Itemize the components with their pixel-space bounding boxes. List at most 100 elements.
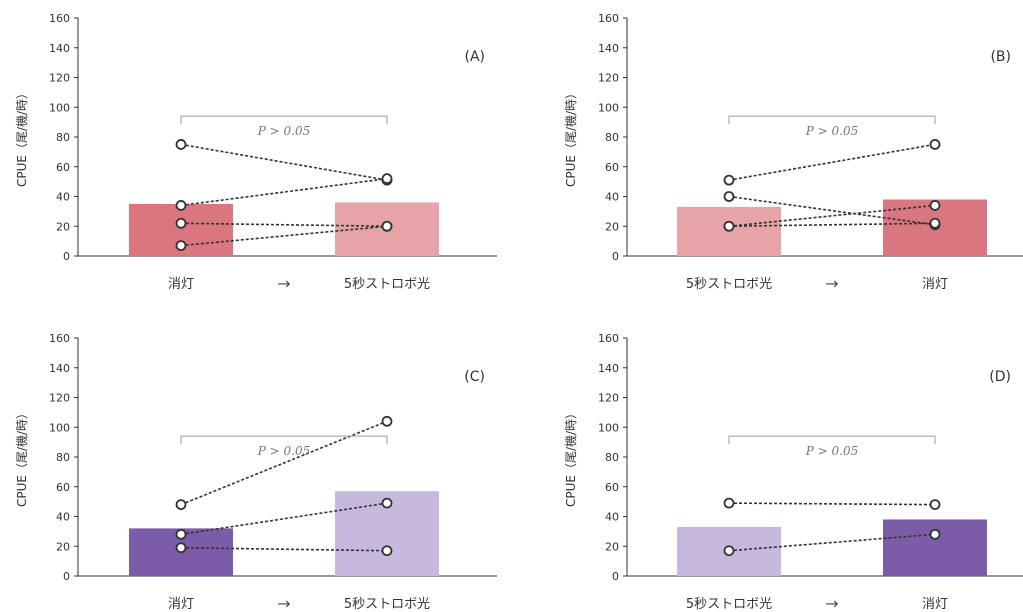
category-label: 5秒ストロボ光	[344, 277, 430, 292]
y-tick-label: 40	[56, 191, 70, 204]
significance-bracket	[728, 115, 936, 125]
paired-line	[180, 420, 388, 506]
data-point	[381, 220, 393, 232]
chart-panel-b: 0 20 40 60 80 100 120 140 160 CPUE（尾/機/時） 5秒ストロボ光 消…	[563, 12, 1023, 293]
y-axis-label: CPUE（尾/機/時）	[14, 87, 29, 187]
data-point	[381, 545, 393, 557]
y-tick-label: 0	[612, 570, 619, 583]
data-point	[381, 415, 393, 427]
paired-line	[728, 502, 936, 506]
y-tick-label: 20	[605, 540, 619, 553]
y-tick-label: 120	[598, 392, 619, 405]
paired-line	[180, 546, 388, 552]
y-tick-label: 140	[49, 362, 70, 375]
y-tick-label: 100	[598, 421, 619, 434]
significance-bracket	[728, 435, 936, 445]
p-value-label: P > 0.05	[257, 124, 310, 138]
paired-line	[180, 143, 388, 181]
paired-line	[728, 143, 936, 181]
category-label: 消灯	[922, 277, 948, 292]
paired-line	[728, 533, 936, 552]
panel-label: (A)	[464, 49, 485, 65]
data-point	[723, 545, 735, 557]
y-tick-label: 140	[598, 42, 619, 55]
y-tick-label: 160	[49, 12, 70, 25]
y-tick-label: 20	[605, 220, 619, 233]
y-tick-label: 120	[598, 72, 619, 85]
significance-bracket	[180, 435, 388, 445]
y-tick-label: 100	[49, 101, 70, 114]
y-axis-label: CPUE（尾/機/時）	[563, 87, 578, 187]
data-point	[175, 528, 187, 540]
panel-label: (C)	[464, 369, 485, 385]
y-tick-label: 0	[612, 250, 619, 263]
y-tick-label: 40	[605, 191, 619, 204]
data-point	[929, 200, 941, 211]
data-point	[175, 200, 187, 211]
data-point	[929, 528, 941, 540]
data-point	[723, 220, 735, 232]
panel-label: (B)	[990, 49, 1011, 65]
y-tick-label: 160	[49, 332, 70, 345]
data-point	[175, 240, 187, 251]
category-label: 5秒ストロボ光	[686, 277, 772, 292]
y-tick-label: 100	[598, 101, 619, 114]
arrow-icon: →	[277, 594, 290, 612]
category-label: 消灯	[922, 597, 948, 612]
data-point	[381, 173, 393, 185]
y-axis-label: CPUE（尾/機/時）	[563, 407, 578, 507]
p-value-label: P > 0.05	[257, 444, 310, 458]
data-point	[175, 217, 187, 229]
chart-panel-c: 0 20 40 60 80 100 120 140 160 CPUE（尾/機/時） 消灯 5秒ストロボ…	[14, 332, 497, 612]
y-tick-label: 20	[56, 220, 70, 233]
y-tick-label: 80	[56, 451, 70, 464]
data-point	[175, 499, 187, 511]
data-point	[929, 499, 941, 511]
category-label: 5秒ストロボ光	[686, 597, 772, 612]
data-point	[929, 217, 941, 229]
data-point	[723, 174, 735, 186]
data-point	[175, 139, 187, 150]
y-tick-label: 140	[598, 362, 619, 375]
category-label: 5秒ストロボ光	[344, 597, 430, 612]
paired-line	[180, 225, 388, 247]
bar-2	[883, 519, 987, 576]
category-label: 消灯	[168, 597, 194, 612]
paired-line	[728, 222, 936, 228]
category-label: 消灯	[168, 277, 194, 292]
significance-bracket	[180, 115, 388, 125]
y-tick-label: 0	[63, 250, 70, 263]
y-axis-label: CPUE（尾/機/時）	[14, 407, 29, 507]
y-tick-label: 140	[49, 42, 70, 55]
chart-panel-d: 0 20 40 60 80 100 120 140 160 CPUE（尾/機/時） 5秒ストロボ光 消…	[563, 332, 1023, 612]
y-tick-label: 80	[56, 131, 70, 144]
y-tick-label: 160	[598, 12, 619, 25]
paired-line	[180, 222, 388, 228]
paired-line	[728, 204, 936, 228]
y-tick-label: 40	[605, 511, 619, 524]
arrow-icon: →	[825, 594, 838, 612]
chart-panel-a: 0 20 40 60 80 100 120 140 160 CPUE（尾/機/時） 消灯 5秒ストロボ…	[14, 12, 497, 293]
data-point	[723, 191, 735, 202]
y-tick-label: 80	[605, 131, 619, 144]
y-tick-label: 80	[605, 451, 619, 464]
data-point	[175, 542, 187, 554]
p-value-label: P > 0.05	[805, 124, 858, 138]
y-tick-label: 120	[49, 72, 70, 85]
arrow-icon: →	[825, 274, 838, 293]
y-tick-label: 20	[56, 540, 70, 553]
y-tick-label: 60	[56, 161, 70, 174]
data-point	[381, 497, 393, 509]
y-tick-label: 60	[56, 481, 70, 494]
data-point	[929, 139, 941, 150]
data-point	[723, 497, 735, 509]
y-tick-label: 40	[56, 511, 70, 524]
y-tick-label: 0	[63, 570, 70, 583]
y-tick-label: 160	[598, 332, 619, 345]
y-tick-label: 120	[49, 392, 70, 405]
paired-line	[180, 177, 388, 207]
panel-label: (D)	[989, 369, 1011, 385]
arrow-icon: →	[277, 274, 290, 293]
y-tick-label: 100	[49, 421, 70, 434]
